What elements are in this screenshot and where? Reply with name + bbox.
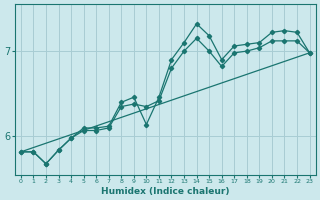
X-axis label: Humidex (Indice chaleur): Humidex (Indice chaleur)	[101, 187, 229, 196]
